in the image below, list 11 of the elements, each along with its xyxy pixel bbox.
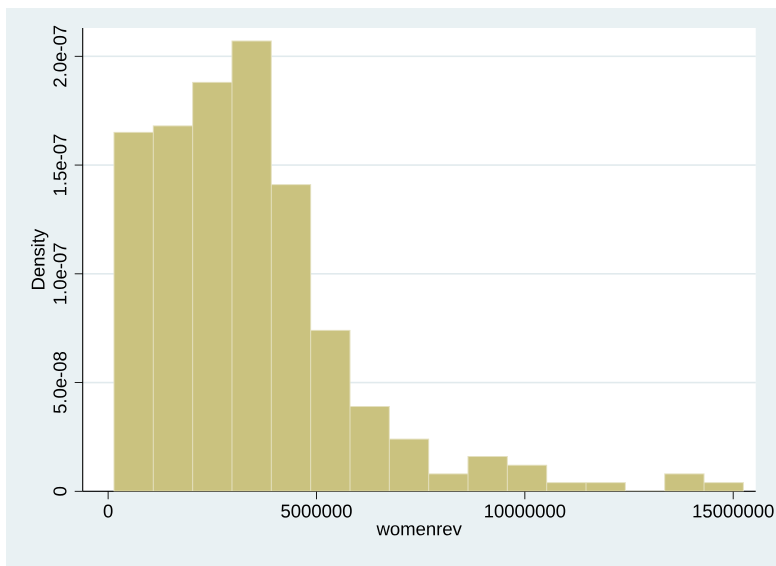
x-tick-label: 0 — [104, 504, 113, 518]
x-tick-label: 10000000 — [485, 504, 566, 518]
y-tick-label: 5.0e-08 — [53, 352, 67, 414]
x-tick-label: 5000000 — [281, 504, 352, 518]
y-axis-title: Density — [31, 228, 48, 289]
y-tick-label: 2.0e-07 — [53, 26, 67, 87]
y-tick-label: 0 — [53, 486, 67, 496]
x-tick-label: 15000000 — [693, 504, 774, 518]
y-tick-label: 1.0e-07 — [53, 243, 67, 304]
x-axis-title: womenrev — [376, 525, 462, 536]
y-tick-label: 1.5e-07 — [53, 134, 67, 195]
